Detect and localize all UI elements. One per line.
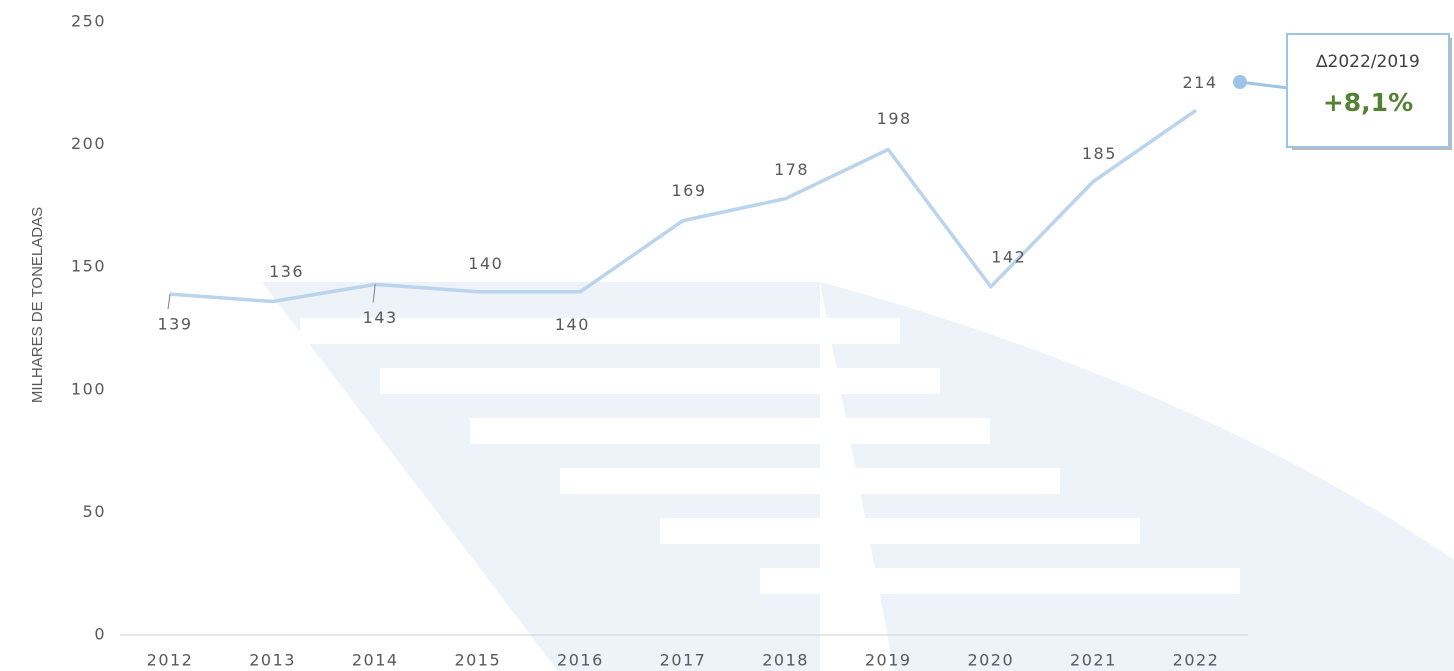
data-label: 142 bbox=[991, 247, 1026, 266]
data-label: 214 bbox=[1182, 73, 1217, 92]
x-tick-label: 2016 bbox=[557, 651, 604, 670]
data-label: 143 bbox=[363, 308, 398, 327]
data-label: 178 bbox=[774, 160, 809, 179]
data-label: 139 bbox=[157, 315, 192, 334]
y-tick-label: 150 bbox=[71, 257, 106, 276]
y-tick-label: 100 bbox=[71, 379, 106, 398]
x-tick-label: 2020 bbox=[967, 651, 1014, 670]
x-tick-label: 2014 bbox=[352, 651, 399, 670]
annotation: ∆2022/2019 +8,1% bbox=[1233, 33, 1452, 150]
y-tick-label: 50 bbox=[83, 502, 106, 521]
y-tick-label: 200 bbox=[71, 134, 106, 153]
data-label: 198 bbox=[877, 109, 912, 128]
annotation-dot bbox=[1233, 75, 1247, 89]
label-leader bbox=[167, 294, 171, 310]
y-tick-label: 0 bbox=[94, 625, 106, 644]
x-tick-label: 2012 bbox=[147, 651, 194, 670]
y-tick-label: 250 bbox=[71, 12, 106, 31]
x-tick-label: 2013 bbox=[249, 651, 296, 670]
x-tick-label: 2017 bbox=[660, 651, 707, 670]
x-tick-label: 2015 bbox=[454, 651, 501, 670]
data-label: 140 bbox=[468, 254, 503, 273]
data-label: 140 bbox=[555, 315, 590, 334]
y-axis-label: MILHARES DE TONELADAS bbox=[29, 207, 46, 403]
x-tick-label: 2022 bbox=[1173, 651, 1220, 670]
data-label: 169 bbox=[671, 181, 706, 200]
annotation-box bbox=[1286, 33, 1450, 148]
label-leader bbox=[372, 284, 376, 303]
annotation-title: ∆2022/2019 bbox=[1315, 52, 1420, 72]
data-line bbox=[169, 108, 1197, 304]
x-tick-label: 2018 bbox=[762, 651, 809, 670]
annotation-leader bbox=[1239, 80, 1289, 90]
watermark-stripes bbox=[300, 318, 1240, 594]
x-tick-label: 2019 bbox=[865, 651, 912, 670]
data-label: 136 bbox=[269, 262, 304, 281]
annotation-value: +8,1% bbox=[1323, 88, 1413, 117]
data-label: 185 bbox=[1082, 144, 1117, 163]
x-tick-label: 2021 bbox=[1070, 651, 1117, 670]
